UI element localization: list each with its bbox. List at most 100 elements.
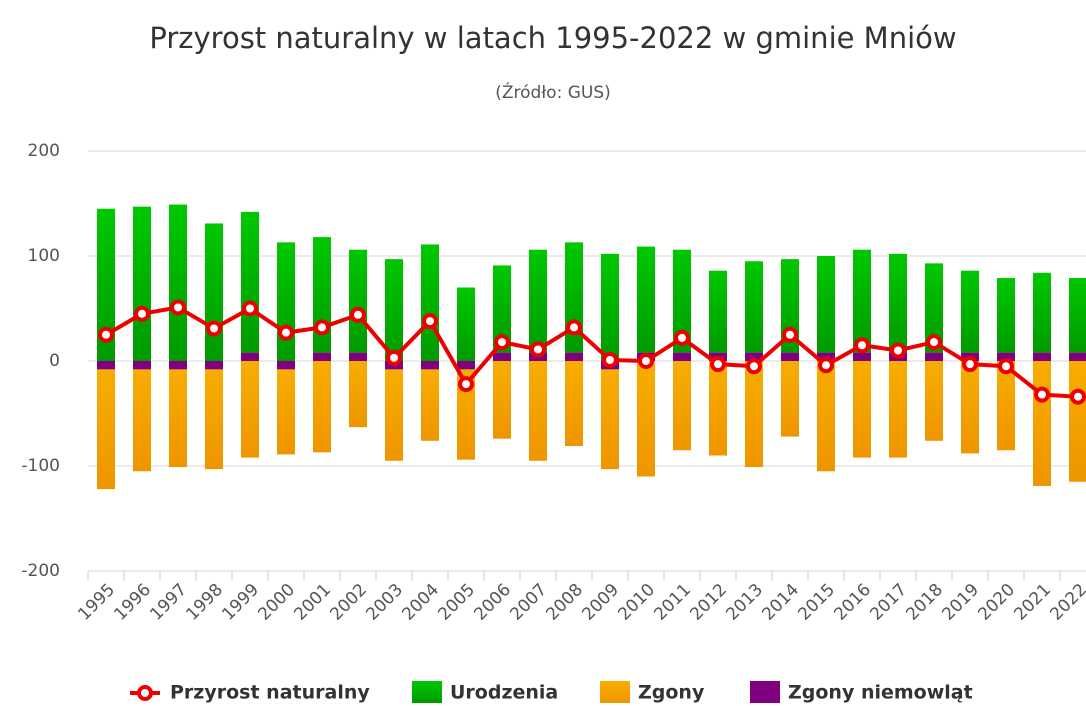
marker [566, 319, 582, 336]
legend-label: Urodzenia [450, 682, 558, 704]
x-tick-label: 2015 [794, 580, 839, 625]
x-tick-label: 2019 [938, 580, 983, 625]
marker [98, 326, 114, 343]
bar [493, 352, 511, 361]
bar [241, 361, 259, 458]
x-tick-label: 2008 [542, 580, 587, 625]
bar [673, 249, 691, 353]
bar [133, 369, 151, 472]
bar [673, 361, 691, 451]
bar [601, 253, 619, 361]
bar [421, 244, 439, 361]
x-tick-label: 2009 [578, 580, 623, 625]
marker [458, 376, 474, 393]
y-tick-label: 100 [28, 246, 60, 266]
bar [781, 361, 799, 437]
bar [889, 253, 907, 353]
bar [853, 352, 871, 361]
bar [313, 361, 331, 453]
bar [277, 242, 295, 361]
legend-swatch [600, 681, 630, 703]
x-tick-label: 1995 [74, 580, 119, 625]
bar [853, 249, 871, 353]
bar [493, 265, 511, 353]
marker [854, 337, 870, 354]
marker [998, 358, 1014, 375]
chart-title: Przyrost naturalny w latach 1995-2022 w … [149, 21, 956, 55]
bar [1069, 352, 1086, 361]
marker [782, 326, 798, 343]
legend-swatch [412, 681, 442, 703]
marker [818, 357, 834, 374]
x-tick-label: 1996 [110, 580, 155, 625]
bar [529, 249, 547, 353]
bar [457, 369, 475, 460]
bar [313, 352, 331, 361]
bar [385, 259, 403, 361]
bar [205, 369, 223, 470]
legend-swatch [750, 681, 780, 703]
bar [241, 211, 259, 353]
marker [422, 313, 438, 330]
x-tick-label: 2010 [614, 580, 659, 625]
x-tick-label: 2000 [254, 580, 299, 625]
bar [889, 361, 907, 458]
marker [206, 320, 222, 337]
line [104, 305, 1079, 399]
legend-label: Przyrost naturalny [170, 682, 370, 704]
bar [1069, 361, 1086, 482]
x-tick-label: 2002 [326, 580, 371, 625]
marker [278, 324, 294, 341]
x-tick-label: 2006 [470, 580, 515, 625]
marker [350, 306, 366, 323]
y-tick-label: -200 [21, 561, 60, 581]
bar [169, 369, 187, 468]
x-tick-label: 2011 [650, 580, 695, 625]
marker [962, 356, 978, 373]
plot [97, 204, 1086, 490]
bar [529, 361, 547, 461]
bar [277, 361, 295, 370]
y-tick-label: 200 [28, 141, 60, 161]
x-tick-label: 2016 [830, 580, 875, 625]
bar [349, 361, 367, 428]
x-tick-label: 1998 [182, 580, 227, 625]
x-tick-label: 2021 [1010, 580, 1055, 625]
bar [565, 242, 583, 353]
bar [745, 352, 763, 361]
bar [277, 369, 295, 455]
bar [205, 361, 223, 370]
bar [817, 352, 835, 361]
chart-subtitle: (Źródło: GUS) [495, 81, 611, 103]
bar [1033, 361, 1051, 486]
marker [314, 319, 330, 336]
marker [170, 299, 186, 316]
x-tick-label: 2014 [758, 580, 803, 625]
x-tick-label: 2007 [506, 580, 551, 625]
x-tick-label: 2005 [434, 580, 479, 625]
bar [421, 369, 439, 441]
marker [710, 356, 726, 373]
x-tick-label: 2012 [686, 580, 731, 625]
bar [565, 352, 583, 361]
y-tick-label: 0 [49, 351, 60, 371]
bar [745, 261, 763, 353]
bar [997, 361, 1015, 451]
bar [637, 361, 655, 477]
marker [926, 334, 942, 351]
bar [133, 206, 151, 361]
marker [746, 358, 762, 375]
bar [997, 278, 1015, 353]
bar [421, 361, 439, 370]
x-tick-label: 2020 [974, 580, 1019, 625]
bar [457, 287, 475, 361]
bar [97, 369, 115, 490]
x-tick-label: 1999 [218, 580, 263, 625]
y-tick-label: -100 [21, 456, 60, 476]
bar [205, 223, 223, 361]
bar [349, 352, 367, 361]
bar [817, 256, 835, 353]
bar [925, 263, 943, 353]
bar [997, 352, 1015, 361]
x-tick-label: 1997 [146, 580, 191, 625]
